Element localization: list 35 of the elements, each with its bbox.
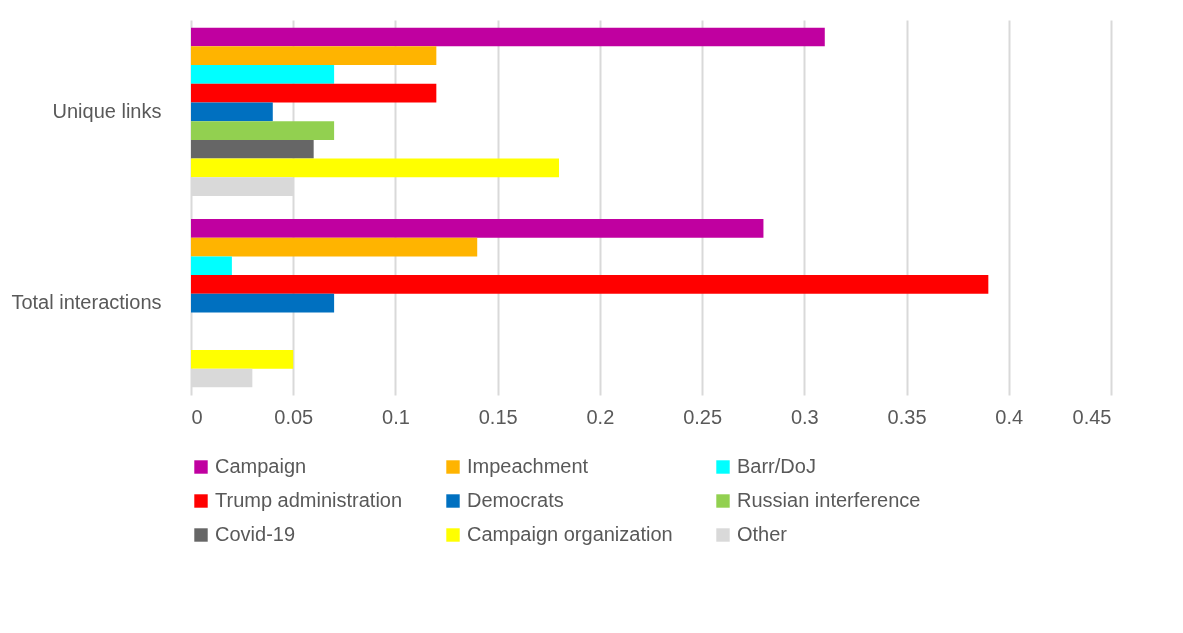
- bar: [191, 102, 273, 122]
- legend-label: Covid-19: [215, 523, 296, 545]
- x-tick-label: 0.2: [586, 405, 615, 428]
- x-tick-label: 0.45: [1072, 405, 1112, 428]
- legend-label: Impeachment: [467, 455, 589, 477]
- x-tick-label: 0.3: [790, 405, 819, 428]
- bar: [191, 139, 314, 159]
- x-tick-label: 0.4: [995, 405, 1024, 428]
- y-tick-label: Unique links: [52, 99, 162, 122]
- legend-label: Campaign: [215, 455, 307, 477]
- legend-label: Trump administration: [215, 489, 403, 511]
- legend-label: Democrats: [467, 489, 564, 511]
- bar: [191, 275, 989, 294]
- legend-label: Barr/DoJ: [737, 455, 816, 477]
- x-tick-label: 0.15: [478, 405, 518, 428]
- bar: [191, 349, 294, 369]
- bar: [191, 121, 335, 140]
- bar: [191, 293, 335, 313]
- x-tick-label: 0.35: [887, 405, 927, 428]
- bar: [191, 27, 825, 47]
- bar: [191, 65, 335, 84]
- bar: [191, 256, 232, 276]
- x-tick-label: 0: [191, 405, 203, 428]
- bar: [191, 46, 437, 66]
- x-tick-label: 0.1: [382, 405, 410, 428]
- legend-label: Campaign organization: [467, 523, 673, 545]
- bar: [191, 158, 559, 178]
- bar: [191, 218, 764, 238]
- legend-label: Russian interference: [737, 489, 921, 511]
- x-tick-label: 0.25: [683, 405, 723, 428]
- y-tick-label: Total interactions: [11, 291, 162, 314]
- bar: [191, 237, 478, 257]
- bar: [191, 83, 437, 103]
- x-tick-label: 0.05: [274, 405, 314, 428]
- legend-label: Other: [737, 523, 788, 545]
